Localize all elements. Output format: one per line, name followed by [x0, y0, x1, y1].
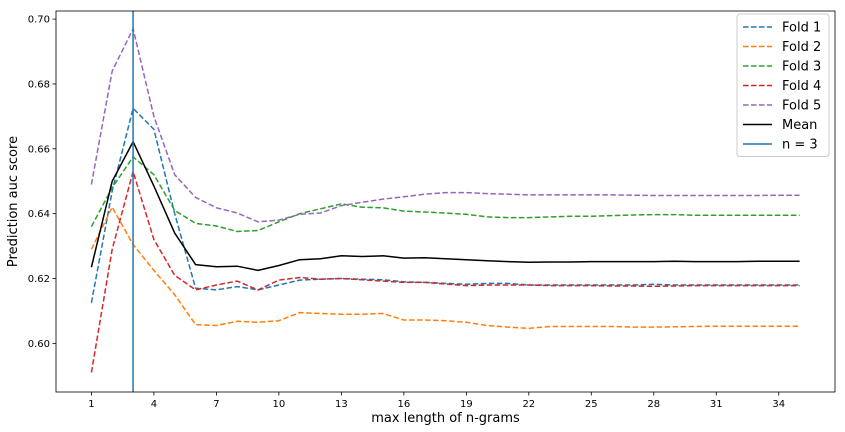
series-line-fold-5	[90, 28, 800, 223]
x-axis: 1 4 7 10 13 16 19 22 25 28 31 34	[88, 392, 785, 410]
y-tick-label: 0.66	[28, 144, 50, 155]
series-line-mean	[90, 140, 800, 272]
legend-label: Fold 3	[782, 60, 821, 75]
y-tick-label: 0.62	[28, 274, 50, 285]
x-tick-label: 1	[88, 399, 94, 410]
legend-item: Fold 1	[743, 21, 821, 36]
legend-box	[736, 13, 830, 157]
legend-label: Mean	[782, 118, 817, 133]
x-tick-label: 16	[397, 399, 410, 410]
x-tick-label: 19	[460, 399, 473, 410]
x-tick-label: 7	[213, 399, 219, 410]
legend-item: n = 3	[743, 138, 818, 153]
x-tick-label: 31	[710, 399, 723, 410]
series-line-fold-1	[90, 107, 800, 303]
legend-label: Fold 1	[782, 21, 821, 36]
legend-item: Fold 4	[743, 79, 821, 94]
legend-item: Fold 2	[743, 40, 821, 55]
x-tick-label: 22	[522, 399, 535, 410]
series-line-fold-3	[90, 156, 800, 233]
y-axis: 0.60 0.62 0.64 0.66 0.68 0.70	[28, 15, 56, 350]
x-tick-label: 25	[585, 399, 598, 410]
series-line-fold-4	[90, 170, 800, 373]
legend: Fold 1 Fold 2 Fold 3 Fold 4 Fold 5 Mean n = 3	[736, 13, 830, 157]
y-tick-label: 0.60	[28, 339, 50, 350]
x-tick-label: 28	[647, 399, 660, 410]
legend-label: Fold 4	[782, 79, 821, 94]
x-tick-label: 4	[151, 399, 157, 410]
legend-label: Fold 5	[782, 99, 821, 114]
plot-frame	[55, 10, 836, 393]
y-tick-label: 0.70	[28, 15, 50, 26]
y-tick-label: 0.68	[28, 79, 50, 90]
x-axis-label: max length of n-grams	[371, 411, 520, 426]
legend-label: n = 3	[782, 138, 818, 153]
series-line-fold-2	[90, 206, 800, 330]
y-tick-label: 0.64	[28, 209, 50, 220]
legend-item: Fold 5	[743, 99, 821, 114]
y-axis-label: Prediction auc score	[6, 136, 21, 267]
legend-label: Fold 2	[782, 40, 821, 55]
x-tick-label: 10	[273, 399, 286, 410]
legend-item: Fold 3	[743, 60, 821, 75]
series-layer	[90, 11, 800, 392]
x-tick-label: 13	[335, 399, 348, 410]
x-tick-label: 34	[772, 399, 785, 410]
legend-item: Mean	[743, 118, 817, 133]
